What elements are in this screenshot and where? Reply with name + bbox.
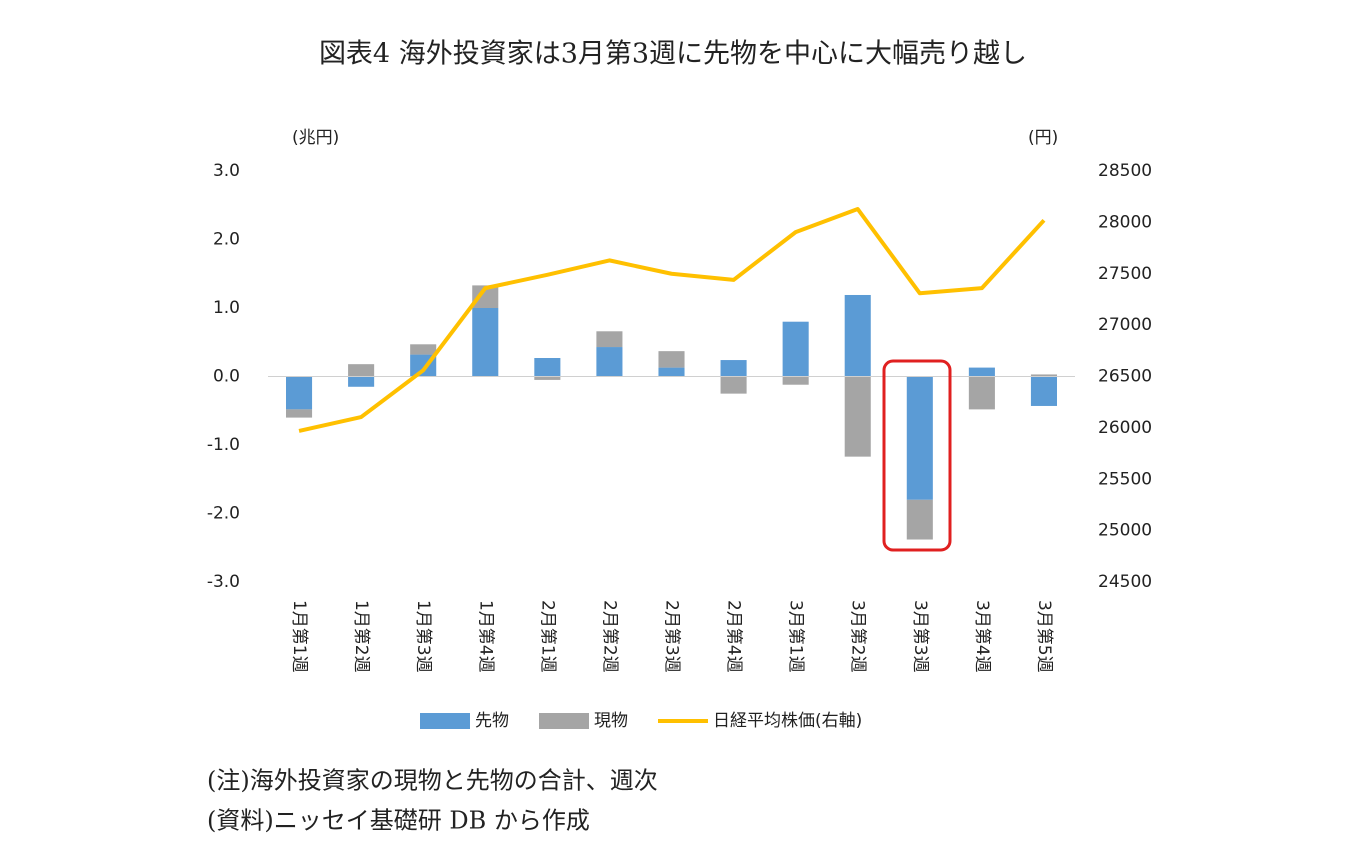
- bar: [906, 376, 933, 500]
- y2-tick-label: 24500: [1098, 572, 1152, 592]
- legend-swatch: [420, 713, 470, 729]
- y-tick-label: 1.0: [213, 298, 240, 318]
- x-tick-label: 1月第4週: [475, 600, 495, 673]
- legend-label: 先物: [475, 711, 509, 731]
- bar: [720, 376, 747, 394]
- y2-tick-label: 26500: [1098, 367, 1152, 387]
- bar: [844, 376, 871, 457]
- bar: [472, 285, 499, 308]
- x-tick-label: 2月第2週: [599, 600, 619, 673]
- bar: [410, 344, 437, 355]
- bar: [968, 376, 995, 410]
- bar: [782, 376, 809, 385]
- y2-tick-label: 25500: [1098, 469, 1152, 489]
- y-tick-label: -2.0: [207, 504, 240, 524]
- bar: [1030, 376, 1057, 406]
- line: [298, 207, 1046, 433]
- bar: [596, 347, 623, 377]
- y2-tick-label: 27000: [1098, 315, 1152, 335]
- bar: [286, 376, 313, 410]
- x-tick-label: 3月第3週: [910, 600, 930, 673]
- y-axis-label: (兆円): [292, 128, 339, 148]
- bar: [844, 294, 871, 377]
- note: (資料)ニッセイ基礎研 DB から作成: [207, 807, 590, 835]
- bar: [658, 351, 685, 368]
- y2-tick-label: 25000: [1098, 521, 1152, 541]
- x-tick-label: 3月第1週: [786, 600, 806, 673]
- legend-label: 日経平均株価(右軸): [713, 711, 862, 731]
- x-tick-label: 1月第2週: [351, 600, 371, 673]
- x-tick-label: 1月第1週: [289, 600, 309, 673]
- y2-tick-label: 26000: [1098, 418, 1152, 438]
- x-tick-label: 3月第2週: [848, 600, 868, 673]
- y-tick-label: -3.0: [207, 572, 240, 592]
- y2-tick-label: 27500: [1098, 264, 1152, 284]
- legend-swatch: [539, 713, 589, 729]
- y2-tick-label: 28000: [1098, 212, 1152, 232]
- note: (注)海外投資家の現物と先物の合計、週次: [207, 767, 658, 795]
- x-tick-label: 3月第4週: [972, 600, 992, 673]
- legend-label: 現物: [594, 711, 628, 731]
- bar: [720, 360, 747, 377]
- bar: [286, 409, 313, 418]
- y-tick-label: 3.0: [213, 161, 240, 181]
- bar: [782, 321, 809, 377]
- bar: [1030, 374, 1057, 377]
- x-tick-label: 2月第4週: [724, 600, 744, 673]
- bar: [348, 376, 375, 387]
- bar: [534, 358, 561, 377]
- y-tick-label: 0.0: [213, 367, 240, 387]
- bar: [968, 367, 995, 377]
- x-tick-label: 3月第5週: [1034, 600, 1054, 673]
- y-tick-label: 2.0: [213, 230, 240, 250]
- x-tick-label: 1月第3週: [413, 600, 433, 673]
- x-tick-label: 2月第3週: [662, 600, 682, 673]
- y-tick-label: -1.0: [207, 435, 240, 455]
- x-tick-label: 2月第1週: [537, 600, 557, 673]
- bar: [472, 308, 499, 377]
- bar: [906, 499, 933, 540]
- bar: [596, 331, 623, 348]
- bar: [534, 376, 561, 380]
- bar: [348, 364, 375, 377]
- y2-axis-label: (円): [1028, 128, 1058, 148]
- y2-tick-label: 28500: [1098, 161, 1152, 181]
- bar: [658, 367, 685, 377]
- highlight-box: [882, 359, 952, 552]
- chart-title: 図表4 海外投資家は3月第3週に先物を中心に大幅売り越し: [319, 39, 1027, 70]
